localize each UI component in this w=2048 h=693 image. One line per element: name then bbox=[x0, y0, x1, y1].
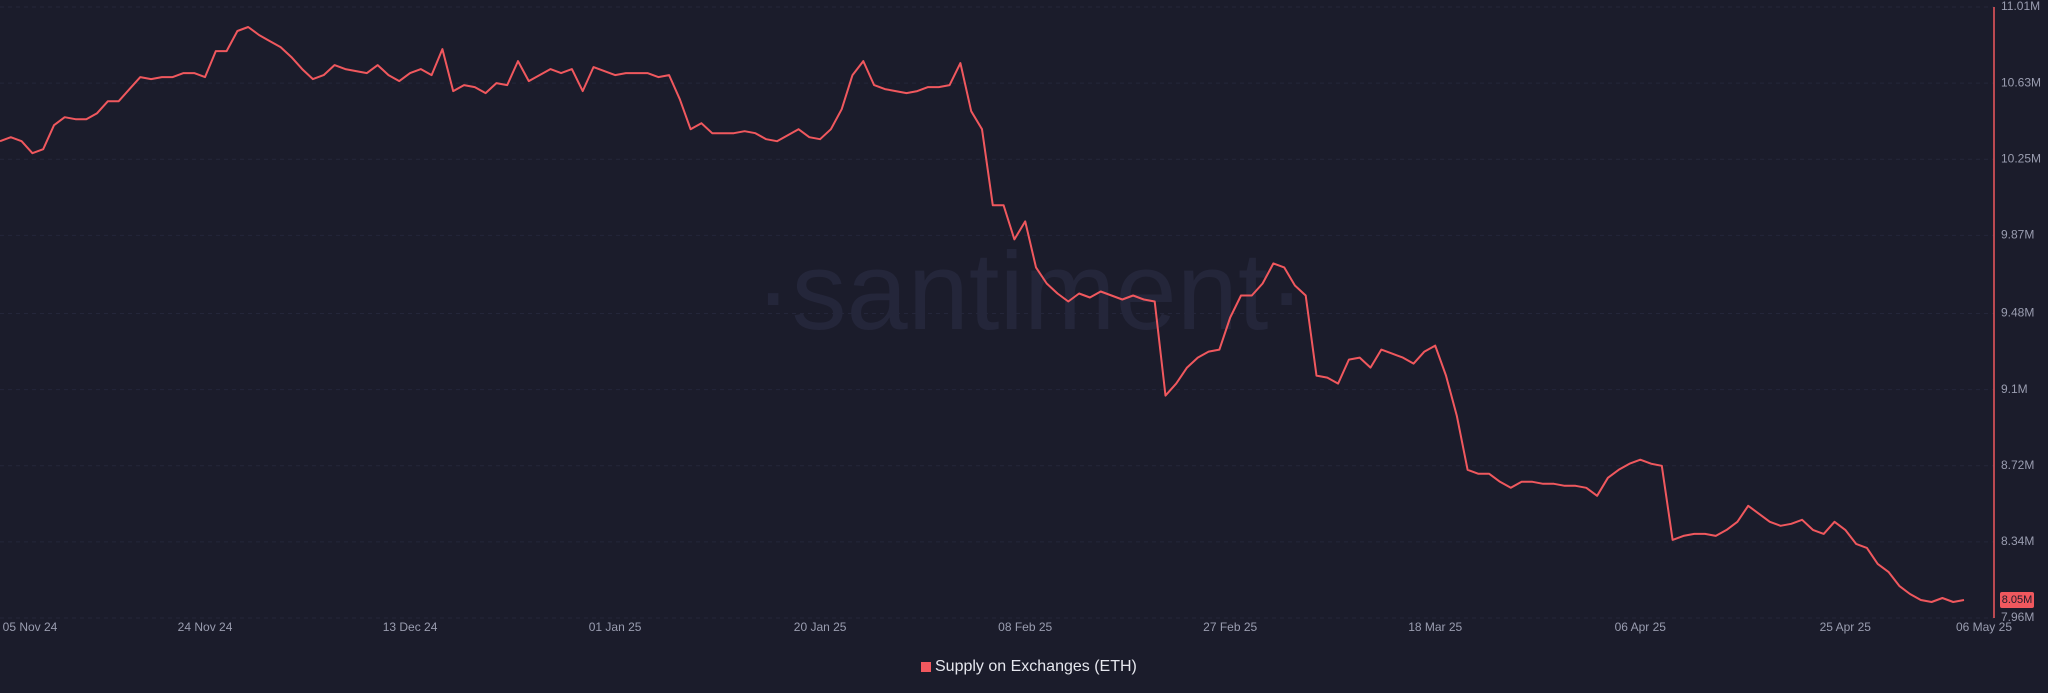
data-line bbox=[0, 26, 1965, 603]
y-tick-label: 7.96M bbox=[2001, 610, 2034, 624]
legend-swatch bbox=[921, 662, 931, 672]
x-tick-label: 18 Mar 25 bbox=[1408, 620, 1462, 634]
x-tick-label: 27 Feb 25 bbox=[1203, 620, 1257, 634]
y-tick-label: 9.1M bbox=[2001, 382, 2028, 396]
x-tick-label: 20 Jan 25 bbox=[794, 620, 847, 634]
x-tick-label: 13 Dec 24 bbox=[383, 620, 438, 634]
x-tick-label: 05 Nov 24 bbox=[3, 620, 58, 634]
x-tick-label: 06 Apr 25 bbox=[1615, 620, 1667, 634]
y-tick-label: 8.34M bbox=[2001, 534, 2034, 548]
y-tick-label: 9.48M bbox=[2001, 306, 2034, 320]
x-tick-label: 08 Feb 25 bbox=[998, 620, 1052, 634]
x-tick-label: 25 Apr 25 bbox=[1820, 620, 1872, 634]
y-tick-label: 8.72M bbox=[2001, 458, 2034, 472]
x-tick-label: 24 Nov 24 bbox=[178, 620, 233, 634]
value-label: 8.05M bbox=[2002, 594, 2033, 606]
watermark: ·santiment· bbox=[755, 230, 1305, 353]
y-tick-label: 10.63M bbox=[2001, 75, 2041, 89]
y-tick-label: 10.25M bbox=[2001, 151, 2041, 165]
x-tick-label: 01 Jan 25 bbox=[589, 620, 642, 634]
value-label-box bbox=[2000, 591, 2034, 608]
y-tick-label: 9.87M bbox=[2001, 228, 2034, 242]
legend-text: Supply on Exchanges (ETH) bbox=[935, 658, 1137, 675]
x-tick-label: 06 May 25 bbox=[1956, 620, 2012, 634]
y-tick-label: 11.01M bbox=[2001, 0, 2040, 13]
